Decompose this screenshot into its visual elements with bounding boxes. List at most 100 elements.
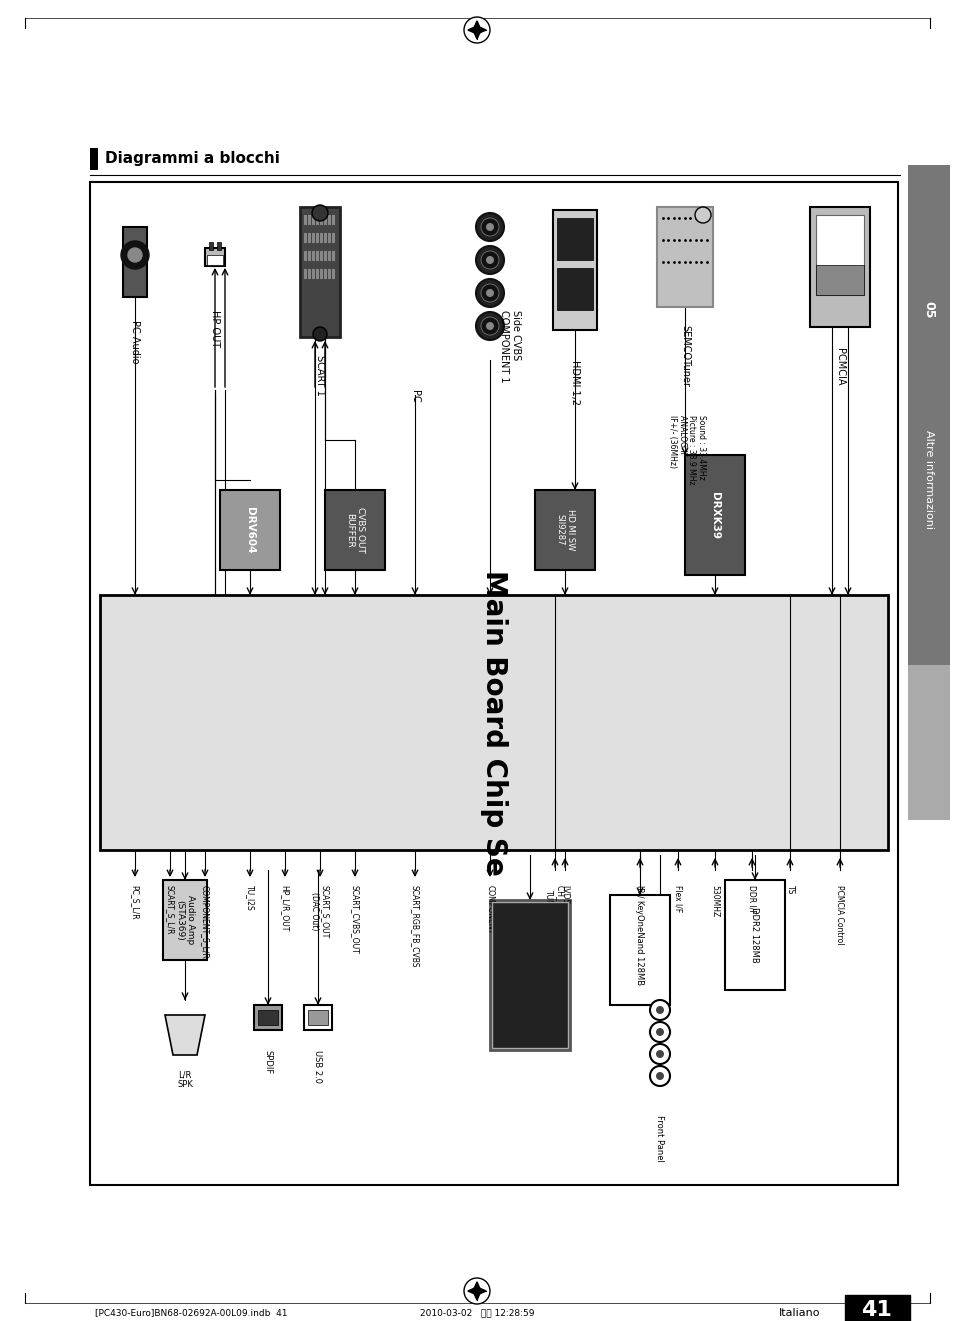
Text: [PC430-Euro]BN68-02692A-00L09.indb  41: [PC430-Euro]BN68-02692A-00L09.indb 41 <box>95 1309 287 1317</box>
Bar <box>328 251 331 262</box>
Bar <box>332 251 335 262</box>
Text: LVDS: LVDS <box>560 885 569 905</box>
Bar <box>304 215 307 225</box>
Bar <box>299 207 339 337</box>
Circle shape <box>312 205 328 221</box>
Circle shape <box>476 213 503 240</box>
Bar <box>324 269 327 279</box>
Bar <box>907 664 949 820</box>
Text: OneNand 128MB: OneNand 128MB <box>635 914 644 985</box>
Bar <box>332 269 335 279</box>
Bar <box>100 594 887 849</box>
Bar <box>657 207 712 306</box>
Bar <box>304 251 307 262</box>
Bar <box>209 242 213 250</box>
Polygon shape <box>477 26 486 33</box>
Bar <box>332 215 335 225</box>
Text: HD MI SW
SII9287: HD MI SW SII9287 <box>555 510 574 551</box>
Bar <box>123 227 147 297</box>
Circle shape <box>480 218 498 236</box>
Bar <box>163 880 207 960</box>
Bar <box>319 251 323 262</box>
Bar <box>308 215 311 225</box>
Text: SEMCOTuner: SEMCOTuner <box>679 325 689 387</box>
Circle shape <box>649 1000 669 1020</box>
Circle shape <box>463 1277 490 1304</box>
Text: Side CVBS: Side CVBS <box>511 310 520 361</box>
Text: Front Panel: Front Panel <box>655 1115 664 1162</box>
Text: PC Audio: PC Audio <box>130 320 140 363</box>
Bar <box>325 490 385 569</box>
Text: CH_TS (SERIAL)
TUNER_CVBS: CH_TS (SERIAL) TUNER_CVBS <box>545 885 564 945</box>
Bar <box>315 269 318 279</box>
Bar <box>490 900 569 1050</box>
Polygon shape <box>473 1292 480 1300</box>
Bar <box>312 269 314 279</box>
Polygon shape <box>467 26 476 33</box>
Bar <box>207 255 223 266</box>
Bar <box>724 880 784 989</box>
Circle shape <box>649 1066 669 1086</box>
Bar <box>257 1011 277 1025</box>
Circle shape <box>695 207 710 223</box>
Text: Altre informazioni: Altre informazioni <box>923 431 933 530</box>
Circle shape <box>463 17 490 44</box>
Text: TU_I2S: TU_I2S <box>245 885 254 910</box>
Bar <box>328 269 331 279</box>
Circle shape <box>649 1022 669 1042</box>
Text: PC_S_L/R: PC_S_L/R <box>131 885 139 919</box>
Circle shape <box>128 248 142 262</box>
Circle shape <box>656 1028 663 1036</box>
Bar <box>220 490 280 569</box>
Text: 530MHZ: 530MHZ <box>710 885 719 917</box>
Text: Flex I/F: Flex I/F <box>673 885 681 913</box>
Bar <box>315 251 318 262</box>
Text: SCART_CVBS_OUT: SCART_CVBS_OUT <box>350 885 359 954</box>
Circle shape <box>480 284 498 303</box>
Text: ANALOG IF: ANALOG IF <box>678 415 687 456</box>
Bar <box>205 248 225 266</box>
Text: USB 2.0: USB 2.0 <box>314 1050 322 1083</box>
Polygon shape <box>473 30 480 40</box>
Circle shape <box>485 223 494 231</box>
Text: L/R
SPK: L/R SPK <box>177 1070 193 1090</box>
Text: SCART_RGB_FB_CVBS: SCART_RGB_FB_CVBS <box>410 885 419 967</box>
Bar <box>492 902 567 1048</box>
Bar <box>328 215 331 225</box>
Bar <box>315 215 318 225</box>
Circle shape <box>476 246 503 273</box>
Bar <box>535 490 595 569</box>
Text: DRV604: DRV604 <box>245 507 254 553</box>
Circle shape <box>485 289 494 297</box>
Text: TS: TS <box>784 885 794 894</box>
Text: Main Board Chip Se: Main Board Chip Se <box>479 569 507 876</box>
Bar <box>90 148 98 170</box>
Text: 2010-03-02   오전 12:28:59: 2010-03-02 오전 12:28:59 <box>419 1309 534 1317</box>
Circle shape <box>656 1073 663 1081</box>
Bar <box>308 1011 328 1025</box>
Bar <box>324 232 327 243</box>
Bar <box>312 232 314 243</box>
Text: DDR2 128MB: DDR2 128MB <box>750 908 759 963</box>
Text: HP OUT: HP OUT <box>210 310 220 347</box>
Bar <box>328 232 331 243</box>
Circle shape <box>480 317 498 336</box>
Bar <box>557 218 593 260</box>
Bar <box>308 251 311 262</box>
Circle shape <box>649 1044 669 1063</box>
Text: COMPONENT 1: COMPONENT 1 <box>498 310 509 383</box>
Text: HP_L/R_OUT: HP_L/R_OUT <box>280 885 289 931</box>
Bar <box>253 1005 282 1030</box>
Bar <box>609 896 669 1005</box>
Bar <box>319 215 323 225</box>
Text: 05: 05 <box>922 301 935 318</box>
Text: HDMI 1,2: HDMI 1,2 <box>569 361 579 406</box>
Text: PC: PC <box>410 390 419 403</box>
Bar <box>844 1295 909 1321</box>
Text: SCART_S_OUT
(DAC Out): SCART_S_OUT (DAC Out) <box>310 885 330 938</box>
Bar <box>304 232 307 243</box>
Text: COMPONENT: COMPONENT <box>485 885 494 934</box>
Text: DDR I/F: DDR I/F <box>747 885 756 914</box>
Text: SCART 1: SCART 1 <box>314 355 325 396</box>
Bar <box>557 268 593 310</box>
